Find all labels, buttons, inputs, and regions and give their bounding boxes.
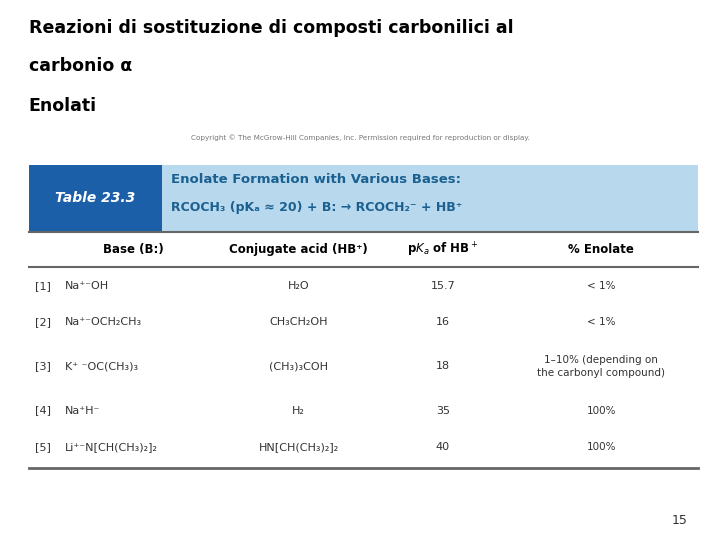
Text: 16: 16 (436, 318, 450, 327)
Text: Na⁺⁻OH: Na⁺⁻OH (65, 281, 109, 291)
Text: H₂O: H₂O (288, 281, 310, 291)
Text: HN[CH(CH₃)₂]₂: HN[CH(CH₃)₂]₂ (258, 442, 339, 452)
Text: [3]: [3] (35, 361, 51, 372)
Text: < 1%: < 1% (587, 281, 616, 291)
Text: Li⁺⁻N[CH(CH₃)₂]₂: Li⁺⁻N[CH(CH₃)₂]₂ (65, 442, 158, 452)
Bar (162, 165, 698, 232)
Text: 100%: 100% (587, 406, 616, 415)
Text: 35: 35 (436, 406, 450, 415)
Text: Enolate Formation with Various Bases:: Enolate Formation with Various Bases: (171, 173, 462, 186)
Text: [4]: [4] (35, 406, 51, 415)
Text: [5]: [5] (35, 442, 51, 452)
Text: H₂: H₂ (292, 406, 305, 415)
Text: 15.7: 15.7 (431, 281, 455, 291)
Text: % Enolate: % Enolate (568, 243, 634, 256)
Text: Base (B:): Base (B:) (103, 243, 163, 256)
Text: Table 23.3: Table 23.3 (55, 192, 135, 205)
Text: 40: 40 (436, 442, 450, 452)
Text: < 1%: < 1% (587, 318, 616, 327)
Text: [1]: [1] (35, 281, 51, 291)
Text: Conjugate acid (HB⁺): Conjugate acid (HB⁺) (230, 243, 368, 256)
Text: Na⁺H⁻: Na⁺H⁻ (65, 406, 100, 415)
Text: K⁺ ⁻OC(CH₃)₃: K⁺ ⁻OC(CH₃)₃ (65, 361, 138, 372)
Text: RCOCH₃ (pKₐ ≈ 20) + B: → RCOCH₂⁻ + HB⁺: RCOCH₃ (pKₐ ≈ 20) + B: → RCOCH₂⁻ + HB⁺ (171, 201, 463, 214)
Text: 15: 15 (672, 514, 688, 526)
Text: Na⁺⁻OCH₂CH₃: Na⁺⁻OCH₂CH₃ (65, 318, 142, 327)
Text: p$K_a$ of HB$^+$: p$K_a$ of HB$^+$ (407, 241, 479, 259)
Text: 1–10% (depending on
the carbonyl compound): 1–10% (depending on the carbonyl compoun… (537, 355, 665, 378)
Text: (CH₃)₃COH: (CH₃)₃COH (269, 361, 328, 372)
Text: 100%: 100% (587, 442, 616, 452)
Text: 18: 18 (436, 361, 450, 372)
Text: Copyright © The McGrow-Hill Companies, Inc. Permission required for reproduction: Copyright © The McGrow-Hill Companies, I… (191, 134, 529, 140)
Text: CH₃CH₂OH: CH₃CH₂OH (269, 318, 328, 327)
Text: [2]: [2] (35, 318, 51, 327)
Text: Reazioni di sostituzione di composti carbonilici al: Reazioni di sostituzione di composti car… (29, 19, 513, 37)
Text: carbonio α: carbonio α (29, 57, 132, 75)
Text: Enolati: Enolati (29, 97, 97, 115)
Bar (29, 165, 162, 232)
